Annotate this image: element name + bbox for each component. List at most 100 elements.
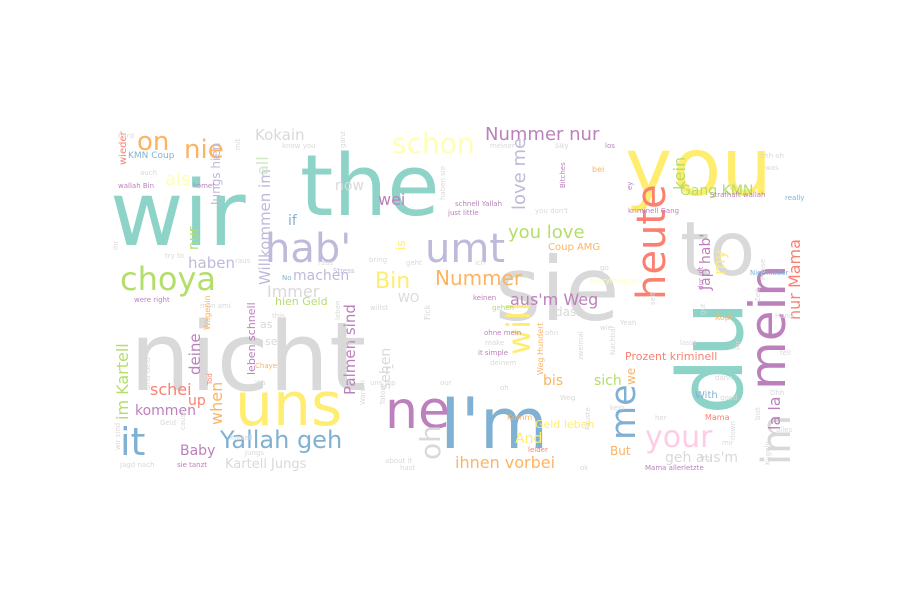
cloud-word-geld: Geld [160,419,176,427]
cloud-word-jap: Jap [339,339,351,347]
cloud-word-tatort: Tatort [379,385,387,406]
cloud-word-this: this [272,312,285,320]
cloud-word-coup-amg: Coup AMG [548,242,600,253]
cloud-word-haben: haben [188,254,235,272]
cloud-word-tod: Tod [206,373,214,386]
cloud-word-heute: heute [629,184,675,300]
cloud-word-im-kartell: im Kartell [113,343,132,420]
cloud-word-bist: bist [754,407,762,420]
cloud-word-wallah-bin: wallah Bin [118,182,154,190]
cloud-word-frei: frei [700,454,711,462]
cloud-word-but: But [610,444,631,458]
cloud-word-it-simple: it simple [478,349,508,357]
cloud-word-willst: willst [370,304,388,312]
cloud-word-sehen: sehen [378,348,394,390]
cloud-word-up: up [188,393,206,409]
cloud-word-jungs: Jungs [244,449,264,457]
cloud-word-oh: oh [500,384,509,392]
cloud-word-prozent-kriminell: Prozent kriminell [625,350,717,363]
cloud-word-about-it: about it [385,457,412,465]
cloud-word-nie: nie [184,135,224,165]
cloud-word-my: my [710,250,729,275]
cloud-word-ohne-mein: ohne mein [484,329,521,337]
cloud-word-im: im [754,415,800,465]
cloud-word-nur: nur [186,226,202,250]
cloud-word-r: r' [385,363,395,379]
cloud-word-kein: kein [670,157,689,190]
cloud-word-machen: machen [293,268,349,284]
cloud-word-kopf: Kopf [715,313,733,322]
cloud-word-wei: wei [378,190,405,209]
cloud-word-los: los [605,142,615,150]
cloud-word-gang-kmn: Gang KMN [680,183,753,199]
cloud-word-was: was [765,164,779,172]
cloud-word-fick: Fick [423,304,432,320]
cloud-word-on: on [137,127,169,157]
cloud-word-wo: WO [398,291,419,305]
cloud-word-really: really [785,194,804,202]
cloud-word-deine: deine [186,333,204,375]
cloud-word-jungs-hien: Jungs hien [209,143,223,206]
cloud-word-with: With [695,390,718,401]
cloud-word-if: if [288,213,298,229]
cloud-word-jagd-nach: Jagd nach [119,461,154,469]
cloud-word-aus-m-weg: aus'm Weg [510,290,598,309]
cloud-word-kokain: Kokain [255,126,305,144]
cloud-word-say: say [555,141,569,150]
cloud-word-will: will [500,302,538,355]
cloud-word-keinen: keinen [473,294,496,302]
cloud-word-ne: ne [385,381,450,441]
cloud-word-kartell: Kartell [230,434,253,442]
cloud-word-kriminell-gang: kriminell Gang [628,207,679,215]
cloud-word-geld-leben: Geld leben [535,418,594,431]
cloud-word-cause: cause [179,409,187,430]
cloud-word-yallah-geh: Yallah geh [219,426,342,454]
cloud-word-go: go [600,264,609,272]
cloud-word-it: it [120,420,145,464]
cloud-word-tell: tell [780,349,791,357]
cloud-word-kommen: kommen [135,403,196,419]
cloud-word-meiner: meiner [490,142,515,150]
cloud-word-baby: Baby [180,443,215,459]
cloud-word-you-love: you love [508,222,585,243]
cloud-word-palmen-sind: Palmen sind [341,304,359,395]
cloud-word-down: down [729,421,737,440]
cloud-word-preise: Preise [759,259,767,280]
cloud-word-our: our [440,379,452,387]
cloud-word-hast: hast [400,464,415,472]
cloud-word-hard: hard [118,132,134,140]
cloud-word-sind-geld: sind Geld [144,357,152,390]
cloud-word-know-you: know you [282,142,316,150]
cloud-word-all: all [253,156,272,175]
cloud-word-nummer: Nummer [435,266,523,290]
cloud-word-ihr: Ihr [734,340,742,350]
cloud-word-bring: bring [369,256,387,264]
cloud-word-hand: Hand [775,312,793,320]
cloud-word-haben-sie: haben sie [439,166,447,200]
cloud-word-seit: seit [649,292,657,305]
cloud-word-stress: Stress [333,267,355,275]
cloud-word-mama: Mama [705,413,730,422]
cloud-word-kugeln: Kugeln [764,441,772,465]
cloud-word-ey: ey [626,182,634,190]
cloud-word-kmn-coup: KMN Coup [128,151,175,161]
cloud-word-mama-allerletzte: Mama allerletzte [645,464,704,472]
cloud-word-ihnen-vorbei: ihnen vorbei [455,453,555,472]
cloud-word-when: when [207,382,226,425]
cloud-word-schnell-yallah: schnell Yallah [455,200,502,208]
cloud-word-ich: ich [475,259,485,267]
cloud-word-jap-hab: Jap hab' [698,234,714,291]
cloud-word-mon-ami: mon ami [200,302,231,310]
cloud-word-komm: Komm [507,413,533,422]
cloud-word-wir-sind: wir sind [114,423,122,450]
cloud-word-hab: hab' [265,226,351,272]
cloud-word-auch: auch [140,169,157,177]
cloud-word-raus: raus [235,257,251,265]
cloud-word-as: as [260,318,273,331]
cloud-word-is: is [394,240,408,250]
cloud-word-wa: Wa [255,379,266,387]
cloud-word-geh-aus-m: geh aus'm [665,450,738,466]
cloud-word-uns: uns [235,370,342,440]
cloud-word-mit: mit [234,138,242,150]
cloud-word-wie: wie [600,324,612,332]
